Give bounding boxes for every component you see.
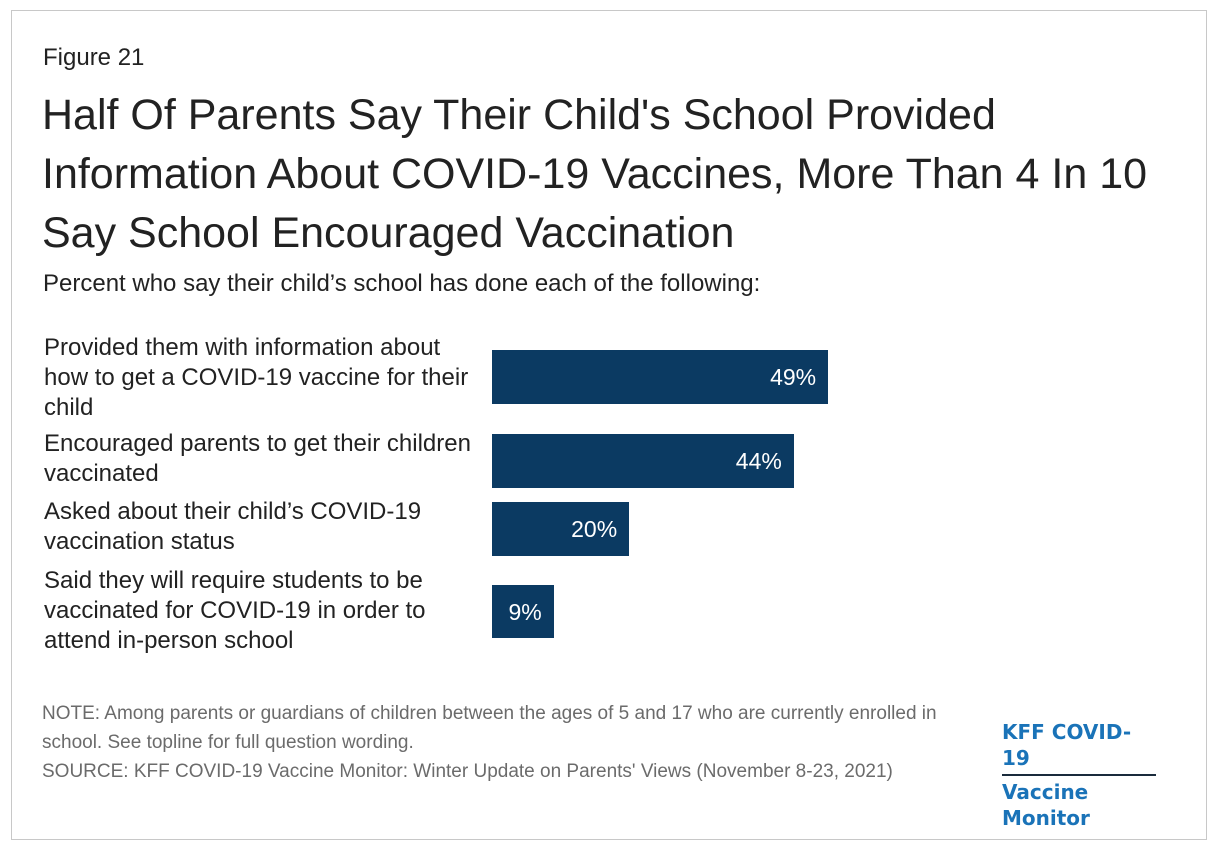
chart-subtitle: Percent who say their child’s school has…	[43, 270, 761, 297]
category-label: Provided them with information about how…	[44, 334, 469, 421]
source-text: SOURCE: KFF COVID-19 Vaccine Monitor: Wi…	[42, 761, 893, 782]
data-label: 20%	[571, 516, 618, 542]
category-label: Said they will require students to be va…	[44, 567, 426, 654]
note-text: NOTE: Among parents or guardians of chil…	[42, 703, 937, 753]
category-label: Encouraged parents to get their children…	[44, 430, 471, 487]
chart-notes: NOTE: Among parents or guardians of chil…	[42, 699, 987, 786]
bar	[492, 350, 829, 404]
data-label: 9%	[508, 598, 542, 625]
bar	[492, 434, 794, 488]
logo-line-1: KFF COVID-19	[1002, 719, 1156, 776]
data-label: 44%	[735, 448, 782, 474]
bar	[492, 502, 630, 556]
data-label: 49%	[770, 364, 817, 390]
chart-title: Half Of Parents Say Their Child's School…	[42, 91, 1148, 257]
figure-label: Figure 21	[43, 44, 145, 71]
figure-frame	[11, 10, 1207, 840]
category-label: Asked about their child’s COVID-19 vacci…	[44, 498, 422, 555]
bar	[492, 585, 554, 638]
logo-line-2: Vaccine Monitor	[1002, 780, 1090, 830]
kff-logo: KFF COVID-19 Vaccine Monitor	[1002, 719, 1178, 831]
